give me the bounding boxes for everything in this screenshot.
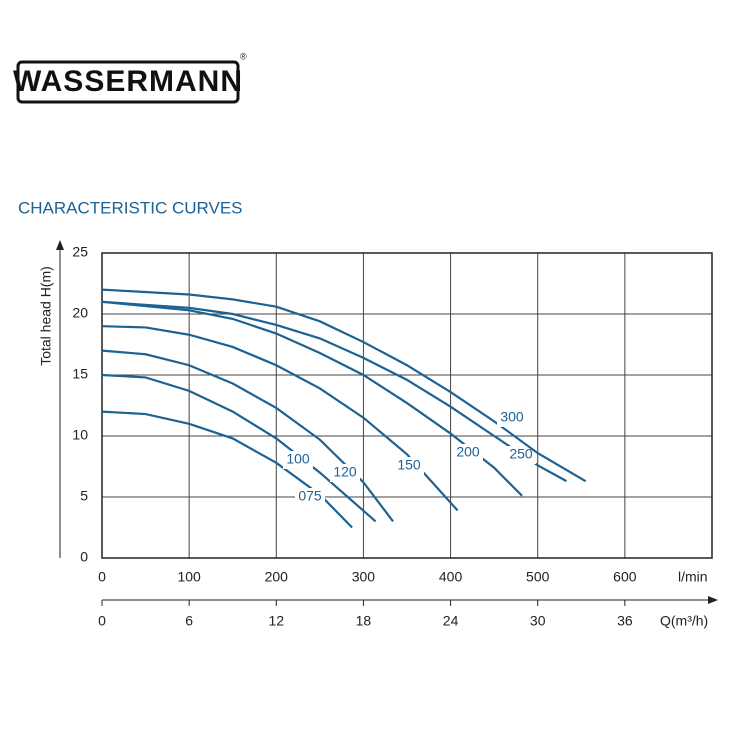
- x-tick-label: 100: [177, 569, 201, 585]
- curve-label: 100: [286, 451, 310, 467]
- curve-label: 300: [500, 409, 524, 425]
- curve-label: 075: [298, 488, 322, 504]
- x2-tick-label: 6: [185, 613, 193, 629]
- x-tick-label: 600: [613, 569, 637, 585]
- x2-tick-label: 0: [98, 613, 106, 629]
- y-tick-label: 20: [72, 305, 88, 321]
- y-tick-label: 25: [72, 244, 88, 260]
- curve-label: 250: [509, 446, 533, 462]
- label-gap: [506, 446, 536, 464]
- x2-tick-label: 18: [356, 613, 372, 629]
- label-gap: [453, 444, 483, 462]
- x-tick-label: 300: [352, 569, 376, 585]
- y-tick-label: 5: [80, 488, 88, 504]
- logo-frame: [16, 60, 240, 104]
- curve-label: 200: [456, 444, 480, 460]
- y-tick-label: 0: [80, 549, 88, 565]
- x2-axis-label: Q(m³/h): [660, 613, 708, 629]
- curve-label: 150: [397, 457, 421, 473]
- x2-tick-label: 30: [530, 613, 546, 629]
- label-gap: [295, 488, 325, 506]
- label-gap: [330, 464, 360, 482]
- curve: [101, 373, 377, 523]
- x-tick-label: 400: [439, 569, 463, 585]
- x2-tick-label: 24: [443, 613, 459, 629]
- x2-axis-arrow: [708, 596, 718, 604]
- label-gap: [394, 457, 424, 475]
- label-gap: [283, 451, 313, 469]
- brand: WASSERMANN: [13, 65, 243, 98]
- y-tick-label: 10: [72, 427, 88, 443]
- label-gap: [497, 409, 527, 427]
- x-axis-label: l/min: [678, 569, 708, 585]
- y-axis-label: Total head H(m): [38, 266, 54, 366]
- brand-mark: ®: [240, 51, 247, 61]
- x-tick-label: 500: [526, 569, 550, 585]
- curve-label: 120: [333, 464, 357, 480]
- x2-tick-label: 12: [268, 613, 284, 629]
- curve: [101, 300, 568, 483]
- chart-title: CHARACTERISTIC CURVES: [18, 198, 243, 217]
- x-tick-label: 200: [265, 569, 289, 585]
- plot-frame: [101, 252, 713, 559]
- curve: [101, 325, 459, 512]
- x-tick-label: 0: [98, 569, 106, 585]
- curve: [101, 288, 587, 483]
- x2-tick-label: 36: [617, 613, 633, 629]
- y-axis-arrow: [56, 240, 64, 250]
- y-tick-label: 15: [72, 366, 88, 382]
